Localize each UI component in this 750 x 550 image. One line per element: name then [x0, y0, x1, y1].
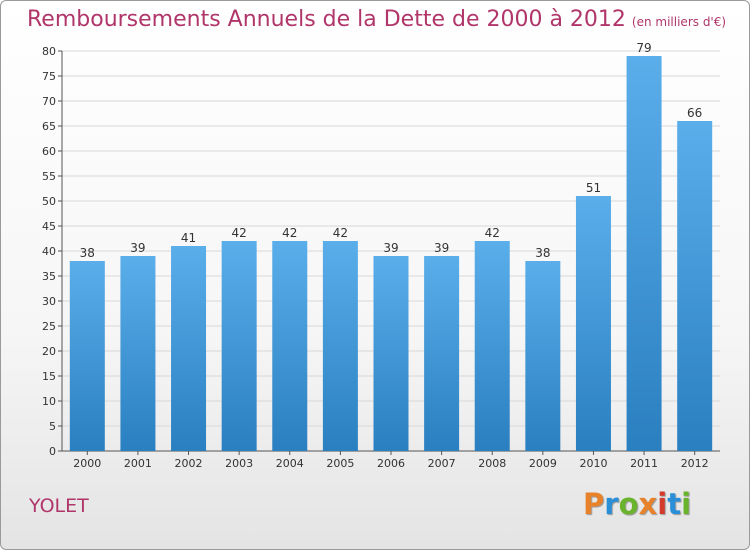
y-tick-label: 50: [42, 195, 56, 208]
x-tick-label: 2012: [681, 457, 709, 470]
data-label: 38: [80, 246, 95, 260]
x-tick-label: 2005: [326, 457, 354, 470]
y-tick-label: 25: [42, 320, 56, 333]
y-tick-label: 5: [49, 420, 56, 433]
y-tick-label: 80: [42, 45, 56, 58]
data-label: 39: [434, 241, 449, 255]
data-label: 79: [636, 41, 651, 55]
data-label: 41: [181, 231, 196, 245]
logo-letter: r: [604, 487, 619, 521]
y-tick-label: 65: [42, 120, 56, 133]
x-tick-label: 2004: [276, 457, 304, 470]
data-label: 42: [485, 226, 500, 240]
y-tick-label: 70: [42, 95, 56, 108]
data-label: 51: [586, 181, 601, 195]
chart-subtitle: (en milliers d'€): [631, 15, 727, 29]
chart-title: Remboursements Annuels de la Dette de 20…: [27, 7, 726, 32]
y-tick-label: 60: [42, 145, 56, 158]
y-tick-label: 55: [42, 170, 56, 183]
bars: [69, 56, 713, 451]
x-tick-label: 2009: [529, 457, 557, 470]
bar-2004: [272, 241, 308, 451]
labels: 0 5 10 15 20 25 30 35 40 45 50 55 60 65 70 75 80 2000 38 20…: [42, 41, 709, 470]
y-tick-label: 20: [42, 345, 56, 358]
x-tick-label: 2002: [175, 457, 203, 470]
x-tick-label: 2000: [73, 457, 101, 470]
x-tick-label: 2003: [225, 457, 253, 470]
bar-2005: [322, 241, 358, 451]
y-tick-label: 30: [42, 295, 56, 308]
y-tick-label: 40: [42, 245, 56, 258]
logo-letter: o: [618, 487, 639, 521]
bar-2006: [373, 256, 409, 451]
logo-letter: i: [681, 487, 692, 521]
bar-2012: [677, 121, 713, 451]
data-label: 42: [232, 226, 247, 240]
y-tick-label: 10: [42, 395, 56, 408]
x-tick-label: 2008: [478, 457, 506, 470]
bar-2009: [525, 261, 561, 451]
commune-name: YOLET: [29, 495, 89, 517]
bar-2007: [424, 256, 460, 451]
data-label: 42: [282, 226, 297, 240]
bar-2003: [221, 241, 257, 451]
y-tick-label: 0: [49, 445, 56, 458]
bar-2010: [575, 196, 611, 451]
y-tick-label: 15: [42, 370, 56, 383]
data-label: 42: [333, 226, 348, 240]
bar-2002: [171, 246, 207, 451]
y-tick-label: 35: [42, 270, 56, 283]
x-tick-label: 2007: [428, 457, 456, 470]
chart-title-text: Remboursements Annuels de la Dette de 20…: [27, 7, 626, 32]
y-tick-label: 75: [42, 70, 56, 83]
x-tick-label: 2010: [579, 457, 607, 470]
data-label: 66: [687, 106, 702, 120]
logo-letter: P: [583, 487, 605, 521]
y-tick-label: 45: [42, 220, 56, 233]
logo-letter: x: [638, 487, 658, 521]
data-label: 38: [535, 246, 550, 260]
logo-letter: t: [667, 487, 682, 521]
bar-2008: [474, 241, 510, 451]
bar-2011: [626, 56, 662, 451]
data-label: 39: [383, 241, 398, 255]
data-label: 39: [130, 241, 145, 255]
bar-2001: [120, 256, 156, 451]
bar-2000: [69, 261, 105, 451]
x-tick-label: 2011: [630, 457, 658, 470]
proxiti-logo[interactable]: Proxiti: [583, 487, 691, 521]
x-tick-label: 2001: [124, 457, 152, 470]
x-tick-label: 2006: [377, 457, 405, 470]
logo-letter: i: [657, 487, 668, 521]
